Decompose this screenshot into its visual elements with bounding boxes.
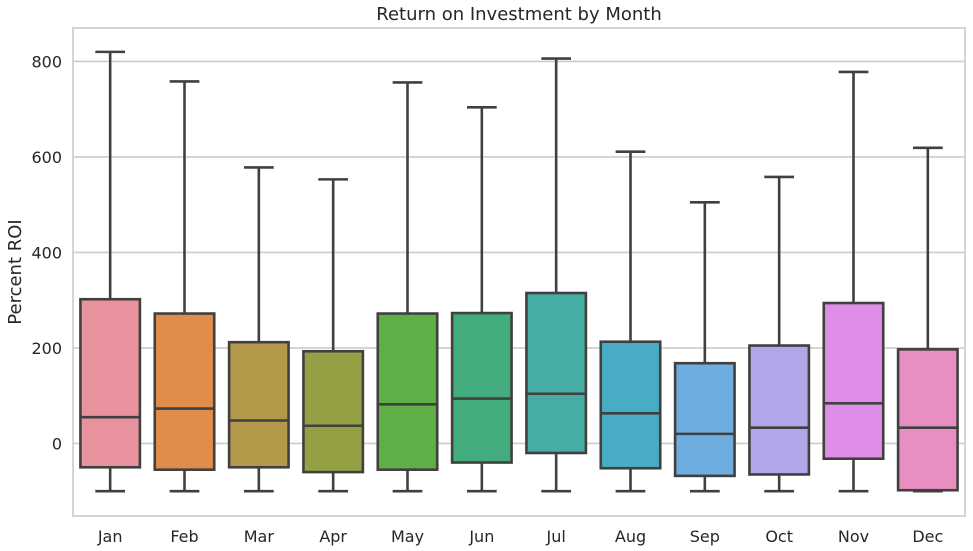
box-mar — [227, 340, 290, 469]
box-nov — [822, 301, 885, 461]
x-tick-label-oct: Oct — [765, 527, 793, 546]
box-jan — [79, 297, 142, 469]
x-tick-label-nov: Nov — [838, 527, 869, 546]
y-tick-label-0: 0 — [52, 434, 62, 453]
box-apr — [302, 349, 365, 474]
y-axis-label: Percent ROI — [5, 219, 26, 324]
box-oct — [748, 344, 811, 476]
chart-title: Return on Investment by Month — [376, 4, 662, 25]
box-jun — [450, 311, 513, 464]
box-dec — [896, 348, 959, 492]
x-tick-label-mar: Mar — [244, 527, 275, 546]
y-tick-label-200: 200 — [31, 339, 62, 358]
x-tick-label-sep: Sep — [690, 527, 720, 546]
box-aug — [599, 340, 662, 470]
x-tick-label-jan: Jan — [97, 527, 123, 546]
x-tick-label-apr: Apr — [319, 527, 347, 546]
x-tick-label-may: May — [391, 527, 424, 546]
box-may — [376, 312, 439, 471]
box-sep — [673, 361, 736, 478]
box-jul — [525, 291, 588, 455]
x-tick-label-jun: Jun — [468, 527, 494, 546]
y-tick-label-400: 400 — [31, 243, 62, 262]
box-feb — [153, 312, 216, 471]
x-tick-label-jul: Jul — [546, 527, 566, 546]
y-tick-label-600: 600 — [31, 148, 62, 167]
plot-frame — [72, 27, 966, 517]
x-tick-label-aug: Aug — [615, 527, 646, 546]
y-tick-label-800: 800 — [31, 52, 62, 71]
x-tick-label-feb: Feb — [170, 527, 198, 546]
x-tick-label-dec: Dec — [912, 527, 943, 546]
